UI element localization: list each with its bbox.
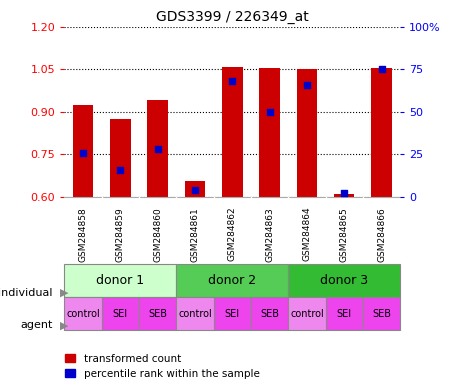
Bar [176,263,288,297]
Bar [251,297,288,330]
Bar [370,68,391,197]
Text: SEI: SEI [336,309,351,319]
Bar [110,119,130,197]
Text: GSM284866: GSM284866 [376,207,385,262]
Text: control: control [66,309,100,319]
Bar [362,297,399,330]
Text: control: control [290,309,323,319]
Bar [222,66,242,197]
Title: GDS3399 / 226349_at: GDS3399 / 226349_at [156,10,308,25]
Text: GSM284863: GSM284863 [264,207,274,262]
Point [191,187,198,193]
Text: ▶: ▶ [60,288,68,298]
Text: GSM284864: GSM284864 [302,207,311,262]
Point [117,167,124,173]
Text: SEI: SEI [224,309,239,319]
Point [79,149,87,156]
Bar [139,297,176,330]
Bar [73,105,93,197]
Legend: transformed count, percentile rank within the sample: transformed count, percentile rank withi… [65,354,259,379]
Text: GSM284860: GSM284860 [153,207,162,262]
Text: GSM284862: GSM284862 [227,207,236,262]
Point [302,81,310,88]
Bar [64,297,101,330]
Text: donor 3: donor 3 [319,274,368,287]
Point [228,78,235,84]
Text: individual: individual [0,288,53,298]
Bar [333,194,354,197]
Text: GSM284859: GSM284859 [116,207,124,262]
Point [377,66,384,73]
Bar [213,297,251,330]
Bar [185,181,205,197]
Text: control: control [178,309,212,319]
Text: ▶: ▶ [60,321,68,331]
Bar [288,297,325,330]
Text: agent: agent [21,321,53,331]
Text: donor 2: donor 2 [208,274,256,287]
Bar [147,101,168,197]
Text: SEB: SEB [148,309,167,319]
Text: SEB: SEB [371,309,390,319]
Point [265,109,273,115]
Text: GSM284865: GSM284865 [339,207,348,262]
Bar [64,263,176,297]
Text: GSM284861: GSM284861 [190,207,199,262]
Text: GSM284858: GSM284858 [78,207,87,262]
Bar [176,297,213,330]
Text: SEB: SEB [259,309,279,319]
Bar [288,263,399,297]
Bar [259,68,279,197]
Point [154,146,161,152]
Point [340,190,347,197]
Text: donor 1: donor 1 [96,274,144,287]
Bar [325,297,362,330]
Text: SEI: SEI [112,309,128,319]
Bar [101,297,139,330]
Bar [296,70,317,197]
